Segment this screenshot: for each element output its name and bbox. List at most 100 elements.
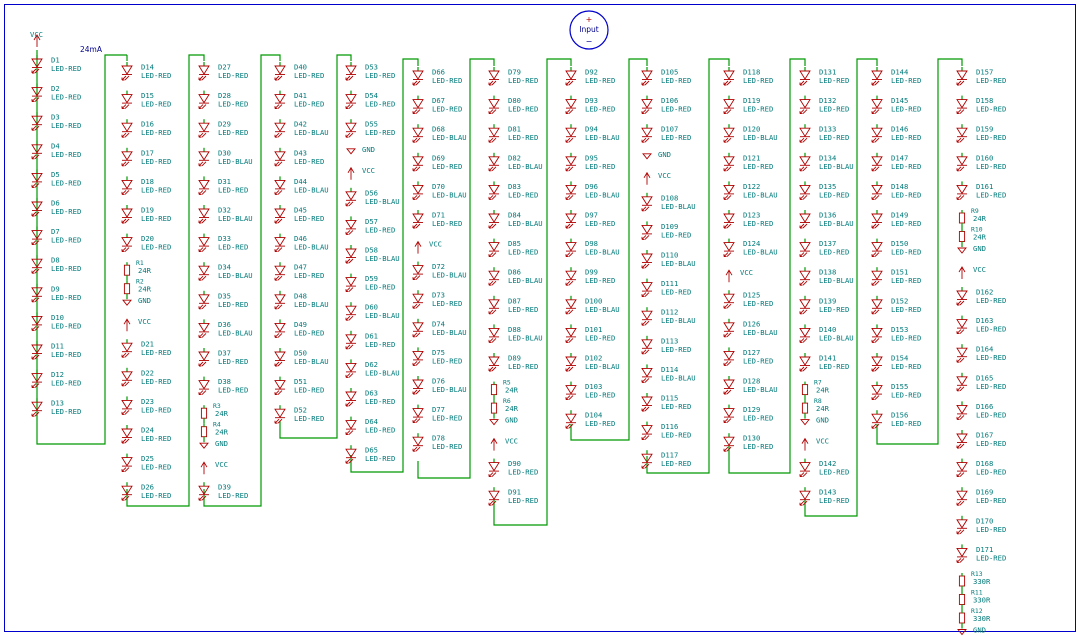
input-source[interactable]: + Input − xyxy=(569,10,609,50)
